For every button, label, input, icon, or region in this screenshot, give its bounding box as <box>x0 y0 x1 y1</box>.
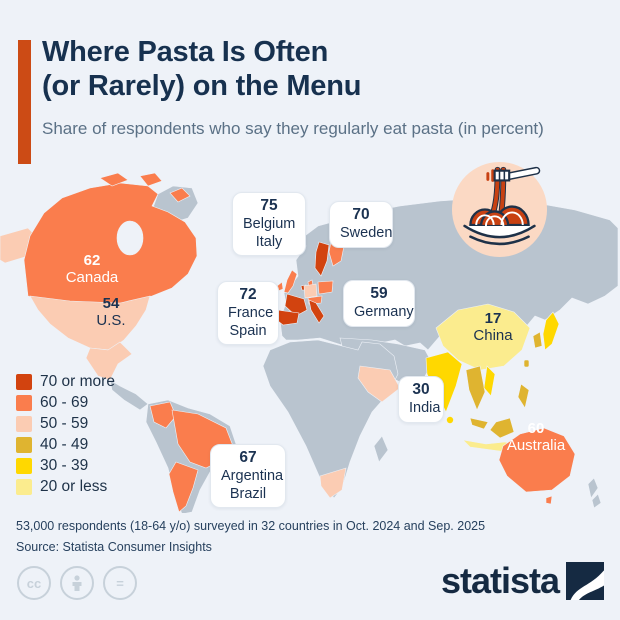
country-south-africa <box>319 467 347 499</box>
sweden-value: 70 <box>352 206 370 223</box>
page-subtitle: Share of respondents who say they regula… <box>42 119 544 138</box>
callout-argentina-brazil: 67 Argentina Brazil <box>210 444 286 509</box>
hudson-bay <box>116 220 144 256</box>
source-note: Source: Statista Consumer Insights <box>16 540 212 554</box>
australia-name: Australia <box>506 437 566 455</box>
country-sri-lanka <box>446 416 454 424</box>
callout-sweden: 70 Sweden <box>329 201 393 248</box>
title-line-1: Where Pasta Is Often <box>42 36 329 68</box>
canada-name: Canada <box>65 269 119 287</box>
argentina-brazil-line2: Brazil <box>229 485 267 502</box>
legend-row: 60 - 69 <box>16 394 115 411</box>
legend-swatch-30-39 <box>16 458 32 474</box>
callout-india: 30 India <box>398 376 444 423</box>
map-label-us: 54 U.S. <box>85 295 137 329</box>
country-china <box>435 303 531 371</box>
legend-row: 40 - 49 <box>16 436 115 453</box>
australia-value: 60 <box>527 420 545 437</box>
legend-row: 50 - 59 <box>16 415 115 432</box>
map-label-china: 17 China <box>465 310 521 344</box>
country-canada-islands <box>99 172 191 203</box>
country-argentina <box>168 461 199 513</box>
argentina-brazil-line1: Argentina <box>221 467 284 484</box>
china-value: 17 <box>484 310 502 327</box>
argentina-brazil-value: 67 <box>239 449 257 466</box>
france-spain-line2: Spain <box>229 322 267 339</box>
country-poland <box>317 280 334 295</box>
france-spain-value: 72 <box>239 286 257 303</box>
legend: 70 or more 60 - 69 50 - 59 40 - 49 30 - … <box>16 373 115 495</box>
india-line1: India <box>409 399 441 416</box>
country-taiwan <box>523 359 530 368</box>
statista-logo: statista <box>441 560 604 602</box>
germany-line1: Germany <box>354 303 414 320</box>
legend-swatch-20less <box>16 479 32 495</box>
belgium-italy-line2: Italy <box>255 233 283 250</box>
callout-belgium-italy: 75 Belgium Italy <box>232 192 306 257</box>
legend-label: 60 - 69 <box>40 394 89 411</box>
country-myanmar-thailand <box>465 365 486 411</box>
pasta-icon <box>451 161 548 258</box>
country-vietnam <box>483 365 496 397</box>
country-uk <box>283 269 298 294</box>
legend-swatch-40-49 <box>16 437 32 453</box>
belgium-italy-line1: Belgium <box>243 215 296 232</box>
country-south-korea <box>532 331 543 349</box>
country-saudi-arabia <box>357 365 401 403</box>
map-label-canada: 62 Canada <box>56 252 128 286</box>
country-new-zealand-north <box>587 477 599 499</box>
country-colombia <box>149 401 177 429</box>
sweden-line1: Sweden <box>340 224 393 241</box>
legend-label: 30 - 39 <box>40 457 89 474</box>
us-value: 54 <box>102 295 120 312</box>
us-name: U.S. <box>96 312 126 330</box>
india-value: 30 <box>412 381 430 398</box>
country-new-zealand-south <box>591 493 602 509</box>
statista-logo-text: statista <box>440 560 560 601</box>
survey-note: 53,000 respondents (18-64 y/o) surveyed … <box>16 519 486 533</box>
country-germany <box>303 283 318 299</box>
country-tasmania <box>545 495 553 505</box>
cc-icon: cc <box>17 566 51 600</box>
callout-france-spain: 72 France Spain <box>217 281 279 346</box>
legend-row: 20 or less <box>16 478 115 495</box>
accent-bar <box>18 40 31 164</box>
country-madagascar <box>373 435 389 463</box>
legend-swatch-60-69 <box>16 395 32 411</box>
attribution-icon <box>60 566 94 600</box>
china-name: China <box>473 327 513 345</box>
germany-value: 59 <box>370 285 388 302</box>
country-france <box>284 293 308 317</box>
country-usa <box>29 295 151 351</box>
country-sweden <box>314 241 330 277</box>
callout-germany: 59 Germany <box>343 280 415 327</box>
region-central-america <box>109 379 149 411</box>
country-borneo <box>489 417 515 439</box>
country-japan <box>542 311 560 351</box>
legend-label: 70 or more <box>40 373 115 390</box>
legend-row: 30 - 39 <box>16 457 115 474</box>
license-icons: cc = <box>17 566 137 600</box>
country-mexico <box>85 341 133 381</box>
map-label-australia: 60 Australia <box>500 420 572 454</box>
country-malaysia <box>469 417 489 430</box>
legend-swatch-70plus <box>16 374 32 390</box>
legend-row: 70 or more <box>16 373 115 390</box>
france-spain-line1: France <box>228 304 274 321</box>
legend-label: 20 or less <box>40 478 108 495</box>
title-line-2: (or Rarely) on the Menu <box>42 69 362 102</box>
statista-logo-mark <box>566 562 604 600</box>
belgium-italy-value: 75 <box>260 197 278 214</box>
no-derivatives-icon: = <box>103 566 137 600</box>
country-italy <box>308 299 325 324</box>
legend-label: 50 - 59 <box>40 415 89 432</box>
legend-label: 40 - 49 <box>40 436 89 453</box>
page-title: Where Pasta Is Often (or Rarely) on the … <box>42 36 361 103</box>
canada-value: 62 <box>83 252 101 269</box>
country-philippines <box>517 383 530 409</box>
country-australia <box>498 427 576 493</box>
legend-swatch-50-59 <box>16 416 32 432</box>
